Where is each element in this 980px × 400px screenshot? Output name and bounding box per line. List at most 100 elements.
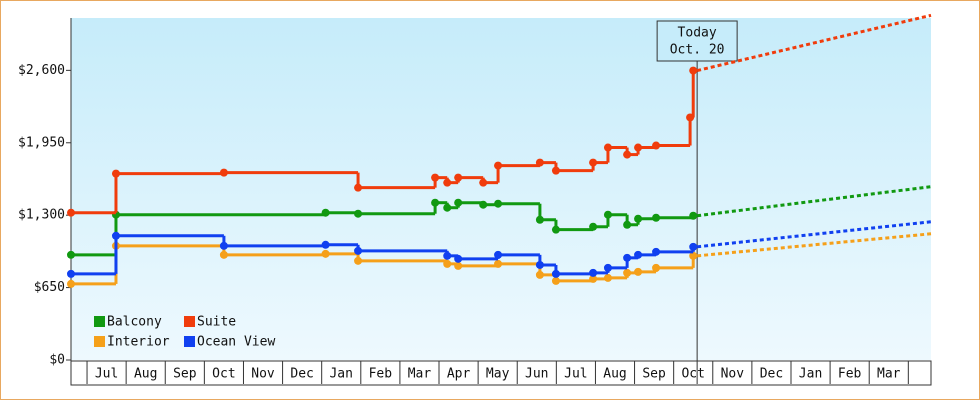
point	[321, 249, 330, 258]
legend-swatch	[94, 336, 105, 347]
point	[551, 276, 560, 285]
point	[354, 256, 363, 265]
point	[634, 143, 643, 152]
legend-label: Ocean View	[197, 335, 275, 350]
point	[589, 274, 598, 283]
point	[689, 66, 698, 75]
point	[589, 222, 598, 231]
point	[535, 215, 544, 224]
point	[603, 210, 612, 219]
x-tick-label: Mar	[877, 367, 901, 382]
point	[686, 113, 695, 122]
point	[494, 259, 503, 268]
x-tick-label: Feb	[369, 367, 393, 382]
y-tick-label: $1,950	[18, 135, 65, 150]
point	[321, 208, 330, 217]
point	[354, 183, 363, 192]
point	[535, 260, 544, 269]
point	[479, 200, 488, 209]
point	[623, 220, 632, 229]
point	[551, 166, 560, 175]
point	[443, 203, 452, 212]
point	[634, 267, 643, 276]
point	[494, 199, 503, 208]
today-label: Oct. 20	[670, 43, 725, 58]
x-tick-label: Oct	[681, 367, 704, 382]
x-tick-label: Sep	[173, 367, 197, 382]
forecast-line	[696, 13, 932, 73]
point	[454, 198, 463, 207]
point	[634, 214, 643, 223]
point	[535, 158, 544, 167]
legend-swatch	[94, 316, 105, 327]
forecast-line	[696, 220, 932, 249]
x-tick-label: Jan	[329, 367, 352, 382]
point	[443, 259, 452, 268]
legend-swatch	[184, 316, 195, 327]
legend-swatch	[184, 336, 195, 347]
point	[219, 241, 228, 250]
point	[652, 263, 661, 272]
point	[111, 169, 120, 178]
x-tick-label: Dec	[760, 367, 783, 382]
forecast-line	[696, 185, 932, 218]
x-axis-band	[70, 360, 932, 386]
point	[67, 208, 75, 217]
point	[623, 150, 632, 159]
point	[219, 168, 228, 177]
plot-area	[71, 18, 931, 360]
x-tick-label: Jun	[525, 367, 548, 382]
point	[634, 250, 643, 259]
x-tick-label: Nov	[251, 367, 275, 382]
x-tick-label: Nov	[721, 367, 745, 382]
point	[589, 268, 598, 277]
point	[443, 178, 452, 187]
x-tick-label: Mar	[408, 367, 432, 382]
point	[443, 251, 452, 260]
point	[494, 161, 503, 170]
x-tick-label: Aug	[134, 367, 157, 382]
y-tick-label: $1,300	[18, 208, 65, 223]
legend-label: Suite	[197, 315, 236, 330]
y-tick-label: $0	[49, 353, 65, 368]
point	[454, 254, 463, 263]
legend-label: Interior	[107, 335, 170, 350]
point	[454, 261, 463, 270]
point	[652, 141, 661, 150]
point	[652, 213, 661, 222]
point	[623, 268, 632, 277]
point	[589, 158, 598, 167]
x-tick-label: Dec	[290, 367, 313, 382]
point	[454, 173, 463, 182]
x-tick-label: Feb	[838, 367, 862, 382]
x-tick-label: Jan	[799, 367, 822, 382]
point	[689, 242, 698, 251]
legend-label: Balcony	[107, 315, 162, 330]
point	[535, 270, 544, 279]
x-tick-label: Apr	[447, 367, 471, 382]
y-tick-label: $2,600	[18, 63, 65, 78]
point	[479, 178, 488, 187]
point	[67, 269, 75, 278]
x-tick-label: May	[486, 367, 510, 382]
point	[689, 211, 698, 220]
point	[67, 279, 75, 288]
y-tick-label: $650	[34, 280, 65, 295]
point	[354, 209, 363, 218]
point	[494, 250, 503, 259]
point	[551, 269, 560, 278]
point	[623, 253, 632, 262]
x-tick-label: Jul	[95, 367, 118, 382]
x-tick-label: Oct	[212, 367, 235, 382]
point	[67, 250, 75, 259]
point	[652, 247, 661, 256]
today-label: Today	[678, 26, 717, 41]
point	[603, 143, 612, 152]
x-tick-label: Aug	[603, 367, 626, 382]
point	[603, 273, 612, 282]
point	[219, 250, 228, 259]
point	[431, 173, 440, 182]
point	[354, 246, 363, 255]
